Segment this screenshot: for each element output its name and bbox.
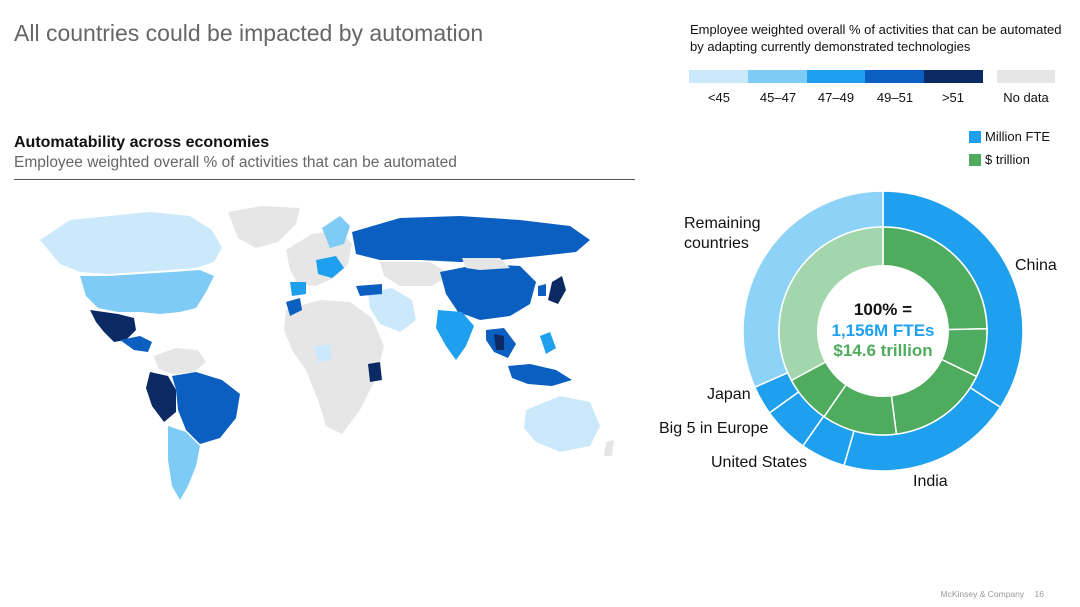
map-indonesia — [508, 364, 572, 386]
scale-swatch-no-data — [997, 70, 1055, 83]
footer-page-number: 16 — [1034, 589, 1044, 599]
map-mongolia — [462, 258, 510, 270]
map-greenland — [228, 206, 300, 248]
map-mexico — [90, 310, 136, 342]
map-canada — [40, 212, 222, 274]
legend-item-trillion: $ trillion — [969, 152, 1030, 167]
donut-label-united-states: United States — [711, 454, 808, 471]
scale-title: Employee weighted overall % of activitie… — [690, 22, 1062, 54]
scale-label-49-51: 49–51 — [876, 90, 914, 105]
page-title: All countries could be impacted by autom… — [14, 20, 484, 46]
scale-label-47-49: 47–49 — [817, 90, 855, 105]
scale-swatch-47-49 — [806, 70, 866, 83]
map-india — [436, 310, 474, 360]
map-morocco — [286, 298, 302, 316]
donut-outer-ring — [742, 190, 1024, 472]
footer: McKinsey & Company 16 — [933, 589, 1044, 599]
donut-label-india: India — [913, 473, 948, 490]
map-korea — [538, 284, 546, 296]
map-section-subtitle: Employee weighted overall % of activitie… — [14, 154, 457, 171]
scale-swatch-49-51 — [865, 70, 925, 83]
map-united-states — [80, 270, 214, 314]
map-russia — [352, 216, 590, 262]
world-map — [40, 206, 614, 500]
map-central-europe — [316, 256, 344, 278]
map-kenya — [368, 362, 382, 382]
map-new-zealand — [604, 440, 614, 456]
map-africa — [284, 300, 384, 434]
section-divider — [14, 179, 635, 180]
donut-inner-ring — [778, 226, 988, 436]
map-china — [440, 264, 536, 320]
donut-label-remaining: Remaining countries — [684, 215, 761, 252]
donut-chart: 100% = 1,156M FTEs $14.6 trillion — [742, 190, 1024, 472]
map-brazil — [172, 372, 240, 444]
donut-label-big5-europe: Big 5 in Europe — [659, 420, 769, 437]
donut-label-japan: Japan — [707, 386, 751, 403]
map-thailand — [494, 334, 504, 350]
map-central-asia — [380, 262, 450, 286]
scale-swatch-gt51 — [924, 70, 983, 83]
legend-label-million-fte: Million FTE — [985, 129, 1051, 144]
color-scale-bar — [689, 70, 983, 83]
scale-label-lt45: <45 — [707, 90, 731, 105]
scale-label-no-data: No data — [1003, 90, 1049, 105]
map-argentina — [168, 426, 200, 500]
map-spain — [290, 282, 306, 296]
map-middle-east — [368, 288, 416, 332]
map-section-title: Automatability across economies — [14, 134, 270, 151]
donut-center-dollars: $14.6 trillion — [833, 341, 932, 360]
footer-company: McKinsey & Company — [940, 589, 1025, 599]
map-nigeria — [314, 344, 332, 362]
scale-swatch-lt45 — [689, 70, 748, 83]
map-north-south-america — [154, 348, 206, 374]
legend-swatch-trillion — [969, 153, 981, 166]
donut-label-china: China — [1015, 257, 1057, 274]
map-central-america — [120, 336, 152, 352]
legend-swatch-million-fte — [969, 130, 981, 143]
map-australia — [524, 396, 600, 452]
donut-center-total-label: 100% = — [854, 300, 912, 319]
scale-label-45-47: 45–47 — [759, 90, 797, 105]
map-japan — [548, 276, 566, 304]
donut-center-hole — [817, 265, 949, 397]
map-turkey — [356, 284, 382, 296]
scale-label-gt51: >51 — [941, 90, 965, 105]
legend-label-trillion: $ trillion — [985, 152, 1030, 167]
scale-swatch-45-47 — [747, 70, 807, 83]
map-scandinavia — [322, 216, 350, 248]
map-peru — [146, 372, 176, 422]
map-philippines — [540, 332, 556, 354]
legend-item-million-fte: Million FTE — [969, 129, 1050, 144]
donut-center-fte: 1,156M FTEs — [832, 321, 935, 340]
